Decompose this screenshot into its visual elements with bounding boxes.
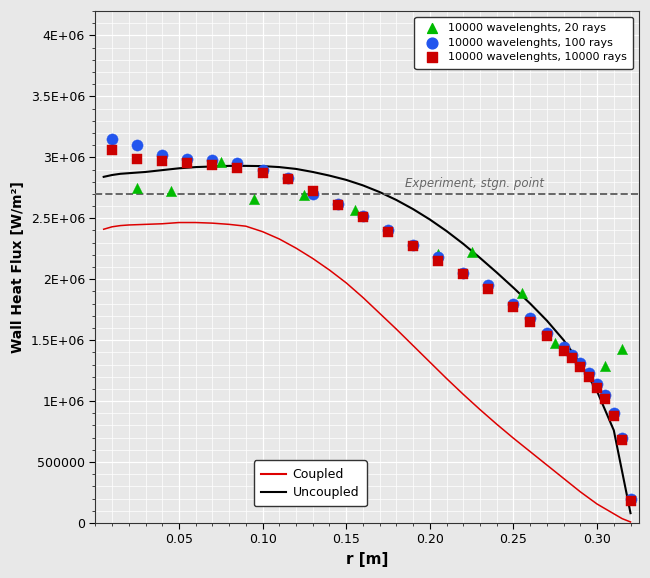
Point — [584, 372, 594, 381]
Point — [107, 135, 117, 144]
Point — [467, 248, 477, 257]
Point — [600, 390, 610, 399]
Point — [608, 409, 619, 418]
Point — [249, 194, 259, 203]
Point — [600, 361, 610, 370]
Point — [157, 150, 168, 160]
Point — [283, 173, 293, 183]
Point — [433, 256, 443, 265]
Legend: Coupled, Uncoupled: Coupled, Uncoupled — [254, 461, 367, 506]
Point — [567, 354, 577, 363]
Point — [584, 368, 594, 377]
Point — [600, 394, 610, 403]
Point — [458, 269, 469, 278]
Point — [525, 314, 536, 323]
Point — [358, 211, 368, 220]
Point — [333, 199, 343, 208]
Point — [165, 187, 176, 196]
Point — [508, 299, 519, 308]
Point — [558, 346, 569, 355]
Point — [517, 288, 527, 297]
Point — [132, 183, 142, 192]
Point — [299, 191, 309, 200]
Point — [307, 187, 318, 196]
Point — [107, 146, 117, 155]
Point — [508, 303, 519, 312]
Point — [132, 154, 142, 163]
Point — [333, 200, 343, 209]
Point — [383, 227, 393, 236]
Point — [592, 383, 603, 392]
Point — [625, 497, 636, 506]
Point — [575, 359, 586, 368]
Point — [433, 249, 443, 258]
Point — [483, 284, 493, 294]
Point — [232, 159, 242, 168]
Point — [575, 362, 586, 372]
Point — [625, 494, 636, 503]
Point — [458, 270, 469, 279]
Point — [433, 253, 443, 262]
Y-axis label: Wall Heat Flux [W/m²]: Wall Heat Flux [W/m²] — [11, 181, 25, 353]
Point — [257, 169, 268, 178]
Point — [349, 205, 359, 214]
Text: Experiment, stgn. point: Experiment, stgn. point — [405, 177, 544, 190]
Point — [408, 240, 419, 250]
Point — [207, 155, 218, 164]
Point — [617, 344, 627, 353]
Point — [617, 433, 627, 442]
Point — [257, 165, 268, 174]
Point — [617, 435, 627, 444]
Point — [182, 154, 192, 163]
Point — [283, 175, 293, 184]
Point — [483, 281, 493, 290]
Point — [216, 158, 226, 167]
Point — [232, 164, 242, 173]
Point — [608, 411, 619, 420]
Point — [550, 338, 560, 347]
Point — [383, 226, 393, 235]
X-axis label: r [m]: r [m] — [346, 552, 388, 567]
Point — [408, 242, 419, 251]
Point — [182, 159, 192, 168]
Point — [358, 213, 368, 222]
Point — [541, 332, 552, 341]
Point — [525, 317, 536, 327]
Point — [307, 189, 318, 198]
Point — [567, 350, 577, 360]
Point — [558, 343, 569, 352]
Point — [541, 328, 552, 338]
Point — [132, 140, 142, 150]
Point — [207, 160, 218, 169]
Point — [157, 157, 168, 166]
Point — [592, 379, 603, 388]
